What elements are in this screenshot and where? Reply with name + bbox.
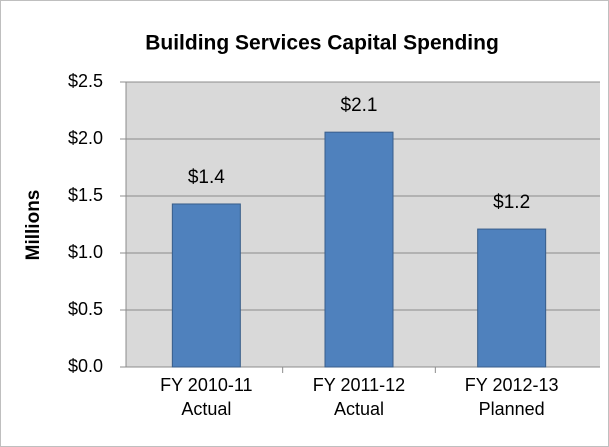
y-axis-label: Millions [23,190,44,261]
value-label: $1.2 [493,192,530,213]
y-tick-label: $2.0 [68,128,103,148]
x-tick-label: FY 2012-13 Planned [464,375,559,419]
value-label: $2.1 [341,95,378,116]
y-tick-label: $1.0 [68,242,103,262]
y-tick-label: $2.5 [68,71,103,91]
chart-title: Building Services Capital Spending [145,32,499,55]
x-tick-label: FY 2011-12 Actual [312,375,406,419]
value-label: $1.4 [188,167,225,188]
y-tick-label: $1.5 [68,185,103,205]
y-tick-label: $0.0 [68,356,103,376]
bar [324,131,394,368]
bar [171,203,241,368]
y-tick-label: $0.5 [68,299,103,319]
x-tick-label: FY 2010-11 Actual [160,375,253,419]
bar [477,228,547,368]
